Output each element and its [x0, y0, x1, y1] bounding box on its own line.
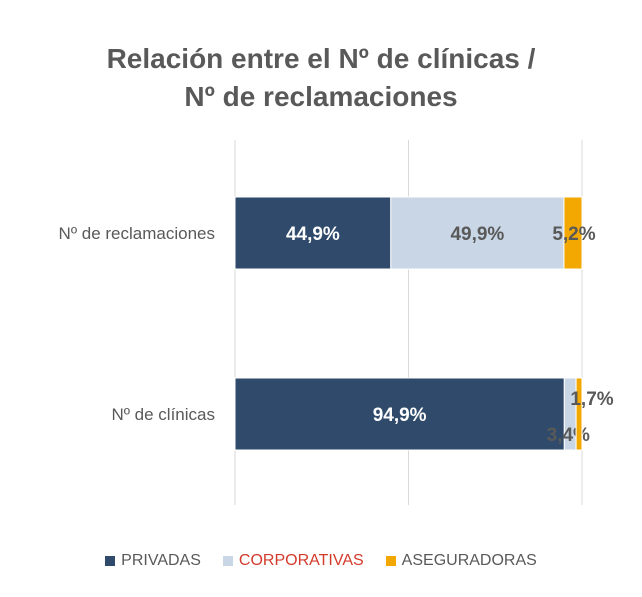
legend-label-aseguradoras: ASEGURADORAS [401, 552, 537, 569]
legend-swatch-corporativas [222, 556, 233, 566]
legend: PRIVADAS CORPORATIVAS ASEGURADORAS [0, 552, 642, 570]
data-label-corporativas-no-de-reclamaciones: 49,9% [450, 224, 504, 245]
legend-swatch-aseguradoras [385, 556, 396, 566]
data-label-privadas-no-de-reclamaciones: 44,9% [286, 224, 340, 245]
category-label-no-de-reclamaciones: Nº de reclamaciones [59, 224, 215, 243]
bar-corporativas-no-de-reclamaciones [390, 196, 565, 270]
legend-item-privadas: PRIVADAS [105, 552, 201, 570]
data-label-privadas-no-de-clinicas: 94,9% [373, 405, 427, 426]
chart-title: Relación entre el Nº de clínicas / Nº de… [0, 40, 642, 116]
legend-label-privadas: PRIVADAS [121, 552, 201, 569]
legend-swatch-privadas [105, 556, 116, 566]
legend-label-corporativas: CORPORATIVAS [238, 552, 364, 569]
legend-item-corporativas: CORPORATIVAS [222, 552, 364, 570]
category-label-no-de-clinicas: Nº de clínicas [111, 405, 215, 424]
data-label-corporativas-no-de-clinicas: 3,4% [547, 425, 590, 446]
legend-item-aseguradoras: ASEGURADORAS [385, 552, 537, 570]
bar-privadas-no-de-clinicas [234, 377, 565, 451]
data-label-aseguradoras-no-de-clinicas: 1,7% [570, 389, 613, 410]
data-label-aseguradoras-no-de-reclamaciones: 5,2% [552, 224, 595, 245]
chart-title-line-1: Relación entre el Nº de clínicas / [106, 43, 536, 74]
bar-aseguradoras-no-de-clinicas [575, 377, 583, 451]
bar-aseguradoras-no-de-reclamaciones [563, 196, 583, 270]
chart-title-line-2: Nº de reclamaciones [184, 81, 458, 112]
